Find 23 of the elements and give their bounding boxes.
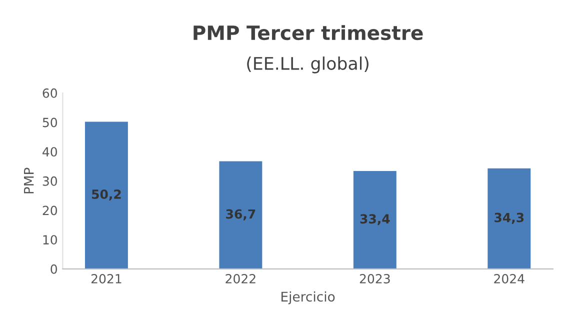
chart-subtitle: (EE.LL. global) [247,56,368,74]
y-tick-label: 10 [43,235,58,245]
x-tick-label: 2023 [360,274,390,284]
y-tick-label: 0 [50,264,58,274]
y-tick-label: 60 [42,88,58,98]
data-label: 36,7 [226,209,256,220]
bar [219,161,262,269]
bar [488,168,531,269]
x-tick-label: 2021 [91,274,122,284]
chart-title: PMP Tercer trimestre [194,25,423,40]
y-tick-label: 20 [42,206,58,216]
y-axis-title: PMP [24,168,34,194]
data-label: 34,3 [494,212,524,224]
bar [353,170,396,269]
x-tick-label: 2022 [226,274,256,284]
bar [84,122,128,269]
y-tick-label: 50 [42,118,58,128]
x-tick-label: 2024 [494,274,524,284]
x-axis-title: Ejercicio [282,291,335,304]
data-label: 50,2 [92,189,121,201]
y-tick-label: 40 [42,147,58,157]
data-label: 33,4 [360,214,390,226]
y-tick-label: 30 [42,176,58,186]
